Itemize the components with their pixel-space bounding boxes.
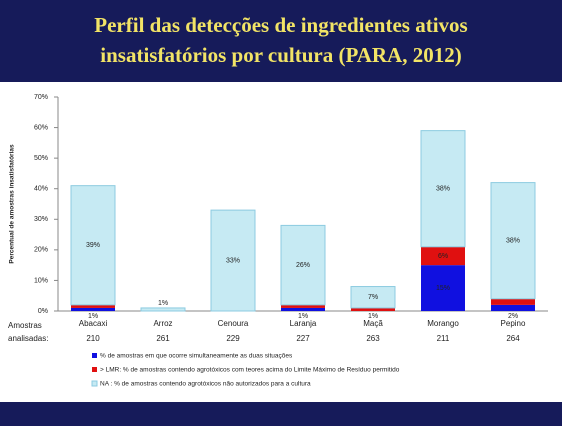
- y-tick-label: 10%: [34, 277, 48, 284]
- sample-count: 263: [366, 334, 380, 343]
- legend-swatch: [92, 353, 97, 358]
- y-tick-label: 60%: [34, 124, 48, 131]
- bar-segment: [210, 209, 256, 312]
- legend-label: > LMR: % de amostras contendo agrotóxico…: [100, 367, 400, 374]
- x-tick-label: Maçã: [363, 319, 383, 328]
- x-tick-label: Pepino: [501, 319, 526, 328]
- sample-count: 261: [156, 334, 170, 343]
- bar-segment: [421, 246, 465, 266]
- samples-label: Amostras: [8, 321, 42, 330]
- value-label: 26%: [296, 262, 310, 269]
- sample-count: 264: [506, 334, 520, 343]
- title-line: insatisfatórios por cultura (PARA, 2012): [100, 43, 461, 67]
- x-tick-label: Morango: [427, 319, 459, 328]
- y-tick-label: 0%: [38, 308, 48, 315]
- y-tick-label: 40%: [34, 186, 48, 193]
- y-tick-label: 50%: [34, 155, 48, 162]
- sample-count: 211: [437, 334, 450, 343]
- bar-segment: [71, 304, 115, 308]
- sample-count: 210: [86, 334, 100, 343]
- value-label: 15%: [436, 285, 450, 292]
- value-label: 1%: [158, 300, 168, 307]
- x-tick-label: Abacaxi: [79, 319, 108, 328]
- value-label: 1%: [368, 313, 378, 320]
- bar-segment: [350, 286, 396, 309]
- title-line: Perfil das detecções de ingredientes ati…: [94, 13, 467, 37]
- value-label: 39%: [86, 242, 100, 249]
- value-label: 7%: [368, 294, 378, 301]
- x-tick-label: Arroz: [153, 319, 172, 328]
- bar-segment: [140, 307, 186, 312]
- title-band: [0, 0, 562, 82]
- legend-label: NA : % de amostras contendo agrotóxicos …: [100, 381, 311, 388]
- x-tick-label: Cenoura: [218, 319, 249, 328]
- bar-segment: [421, 265, 465, 311]
- bar-segment: [491, 304, 535, 311]
- value-label: 6%: [438, 253, 448, 260]
- value-label: 1%: [88, 313, 98, 320]
- bar-segment: [490, 182, 536, 300]
- legend-swatch: [91, 380, 98, 387]
- value-label: 2%: [508, 313, 518, 320]
- bar-segment: [491, 298, 535, 305]
- bar-segment: [70, 185, 116, 306]
- bar-segment: [71, 307, 115, 311]
- y-tick-label: 70%: [34, 94, 48, 101]
- y-tick-label: 20%: [34, 247, 48, 254]
- value-label: 1%: [298, 313, 308, 320]
- legend-label: % de amostras em que ocorre simultaneame…: [100, 353, 293, 360]
- legend-swatch: [92, 367, 97, 372]
- y-tick-label: 30%: [34, 216, 48, 223]
- samples-label: analisadas:: [8, 334, 48, 343]
- value-label: 33%: [226, 257, 240, 264]
- footer-band: [0, 402, 562, 426]
- y-axis-label: Percentual de amostras insatisfatórias: [9, 144, 16, 264]
- bar-segment: [281, 307, 325, 311]
- bar-segment: [280, 224, 326, 306]
- sample-count: 227: [296, 334, 310, 343]
- bar-segment: [420, 130, 466, 248]
- bar-segment: [351, 307, 395, 311]
- sample-count: 229: [226, 334, 240, 343]
- value-label: 38%: [506, 238, 520, 245]
- value-label: 38%: [436, 186, 450, 193]
- x-tick-label: Laranja: [290, 319, 317, 328]
- bar-segment: [281, 304, 325, 308]
